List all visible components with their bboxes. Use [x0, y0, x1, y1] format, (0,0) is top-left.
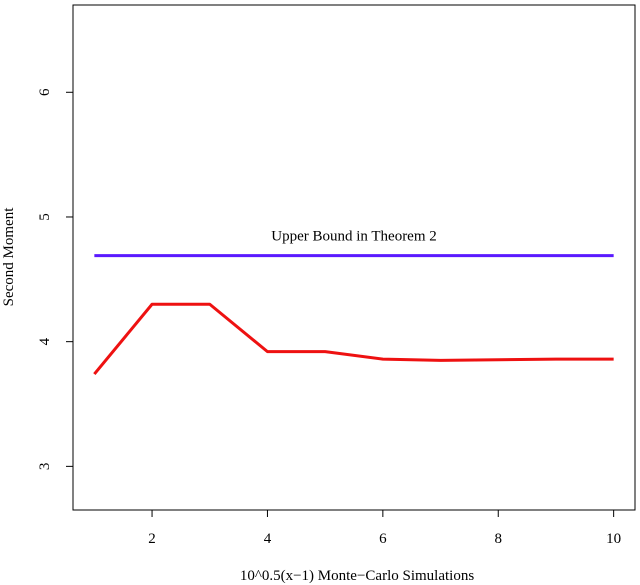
- axes: 2 4 6 8 10 3 4 5 6: [37, 88, 621, 547]
- annotation-upper-bound: Upper Bound in Theorem 2: [271, 229, 437, 245]
- x-tick-label: 4: [264, 531, 272, 547]
- y-tick-label: 4: [37, 337, 53, 345]
- x-axis-label: 10^0.5(x−1) Monte−Carlo Simulations: [240, 568, 475, 584]
- y-tick-label: 3: [37, 463, 53, 471]
- series-lines: [93, 254, 614, 376]
- x-tick-label: 8: [495, 531, 503, 547]
- y-tick-label: 5: [37, 213, 53, 221]
- second-moment-line: [93, 302, 614, 376]
- plot-frame: [72, 4, 636, 511]
- y-tick-label: 6: [37, 88, 53, 96]
- x-tick-label: 2: [148, 531, 156, 547]
- x-tick-label: 6: [379, 531, 387, 547]
- x-tick-label: 10: [606, 531, 621, 547]
- y-axis-label: Second Moment: [1, 207, 17, 307]
